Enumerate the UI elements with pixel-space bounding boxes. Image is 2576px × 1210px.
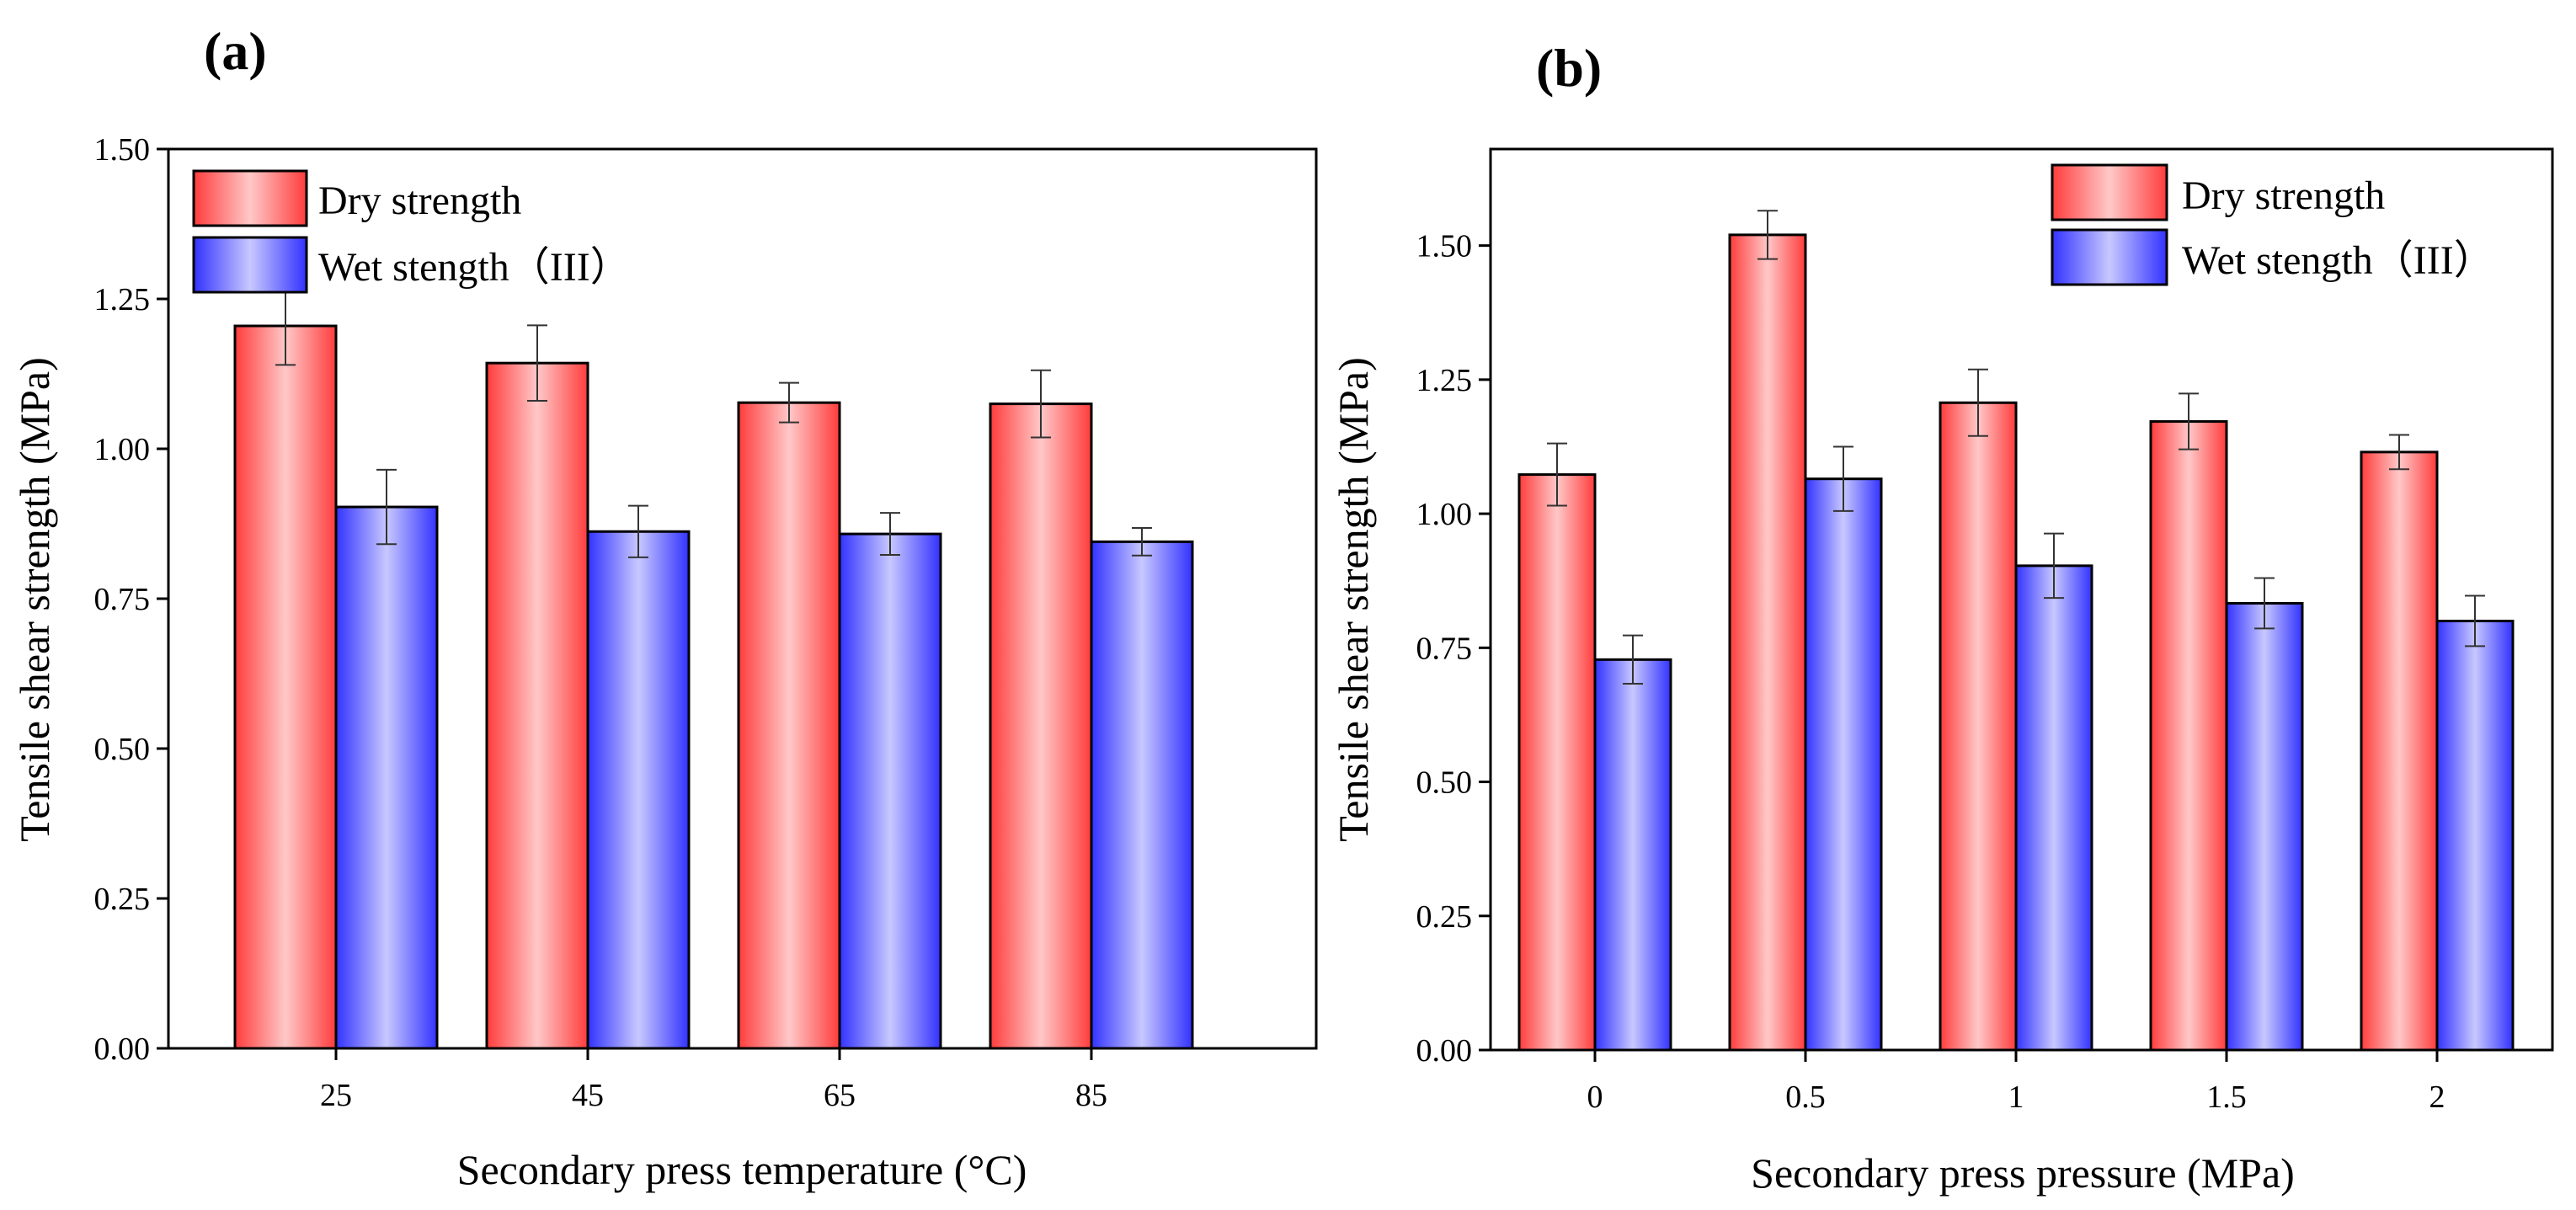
legend-swatch-dry [2051,163,2168,221]
y-tick-label: 1.00 [1416,497,1473,532]
bar-wet [586,530,691,1050]
y-tick-label: 1.00 [94,432,151,467]
legend-label-dry: Dry strength [318,179,521,223]
y-tick-label: 0.75 [1416,631,1473,666]
x-tick-label: 0 [1587,1079,1603,1115]
x-tick-label: 65 [824,1078,856,1113]
y-tick-label: 1.50 [1416,229,1473,264]
x-tick-label: 1 [2008,1079,2024,1115]
bar-dry [1939,401,2018,1052]
x-axis-title: Secondary press pressure (MPa) [1751,1149,2295,1197]
y-tick-label: 0.25 [1416,899,1473,935]
x-tick-label: 1.5 [2206,1079,2247,1115]
legend: Dry strength Wet stength（III） [2051,163,2494,286]
bar-wet [2435,619,2515,1052]
x-tick-label: 45 [572,1078,604,1113]
bar-wet [838,532,942,1050]
y-tick-label: 0.00 [1416,1033,1473,1069]
tick-layer: 0.00 0.25 0.50 0.75 1.00 1.25 1.50 0 0.5 1 1.5 2 [1416,229,2445,1115]
plot-frame [1489,147,2554,1052]
bar-dry [737,401,841,1050]
bar-dry [2149,420,2228,1052]
y-tick-label: 0.75 [94,582,151,617]
y-tick-label: 0.25 [94,882,151,917]
x-tick-label: 85 [1075,1078,1107,1113]
bar-layer [1517,210,2515,1052]
y-tick-label: 0.50 [1416,765,1473,801]
y-tick-label: 0.50 [94,732,151,767]
bar-dry [485,361,589,1050]
x-tick-label: 25 [320,1078,352,1113]
x-tick-label: 2 [2429,1079,2445,1115]
plot-frame [167,147,1318,1050]
x-tick-label: 0.5 [1785,1079,1826,1115]
bar-wet [2014,564,2093,1052]
tick-layer: 0.00 0.25 0.50 0.75 1.00 1.25 1.50 25 45 65 85 [94,132,1108,1113]
legend-label-wet: Wet stength（III） [318,245,631,290]
y-axis-title: Tensile shear strength (MPa) [1330,357,1377,842]
bar-dry [1517,473,1597,1052]
chart-panel-b: (b) Tensile shear strength (MPa) Seconda… [1330,38,2554,1197]
bar-dry [1728,233,1807,1052]
y-tick-label: 1.25 [1416,363,1473,398]
legend: Dry strength Wet stength（III） [192,169,631,294]
panel-label: (b) [1536,38,1602,98]
bar-wet [1593,658,1672,1052]
legend-swatch-dry [192,169,308,227]
x-axis-title: Secondary press temperature (°C) [457,1146,1027,1193]
bar-wet [334,505,439,1050]
bar-dry [989,402,1093,1050]
legend-label-dry: Dry strength [2182,173,2385,218]
bar-layer [233,285,1194,1050]
chart-panel-a: (a) Tensile shear strength (MPa) Seconda… [11,21,1318,1193]
bar-wet [1090,540,1194,1050]
bar-dry [2360,450,2439,1052]
bar-dry [233,324,338,1050]
legend-swatch-wet [2051,228,2168,286]
y-axis-title: Tensile shear strength (MPa) [11,357,58,842]
bar-wet [2225,601,2304,1052]
bar-wet [1804,477,1883,1052]
y-tick-label: 0.00 [94,1031,151,1067]
legend-swatch-wet [192,236,308,294]
y-tick-label: 1.50 [94,132,151,168]
y-tick-label: 1.25 [94,282,151,317]
legend-label-wet: Wet stength（III） [2182,238,2494,283]
panel-label: (a) [204,21,267,81]
